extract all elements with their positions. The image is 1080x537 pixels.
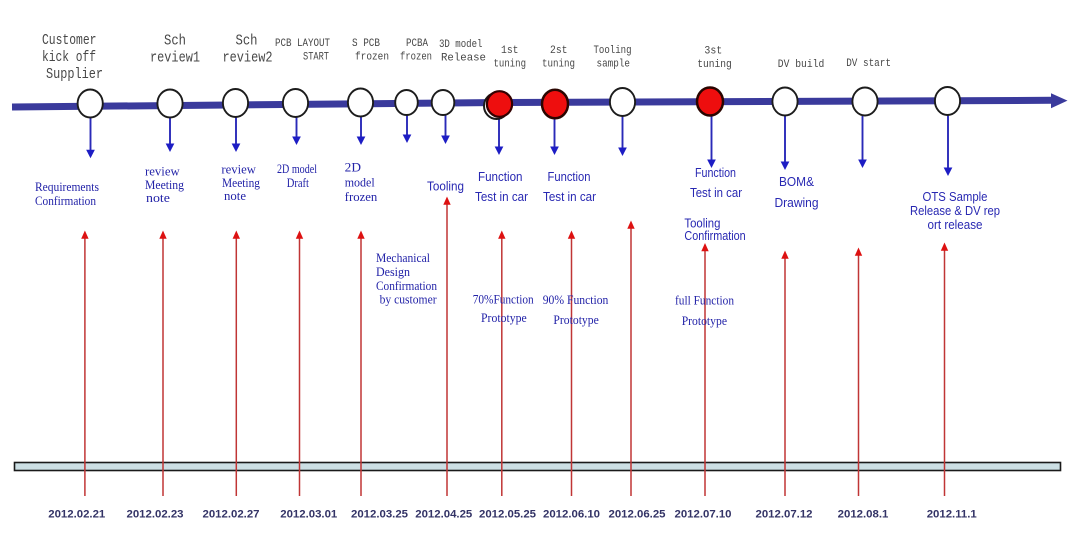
svg-text:2012.02.21: 2012.02.21 <box>48 509 106 521</box>
svg-text:Test in car: Test in car <box>475 190 528 204</box>
svg-text:Supplier: Supplier <box>46 66 103 83</box>
svg-text:review: review <box>145 164 180 178</box>
svg-text:Meeting: Meeting <box>222 176 261 190</box>
svg-text:Test in car: Test in car <box>690 186 742 200</box>
svg-text:OTS Sample: OTS Sample <box>923 190 988 204</box>
svg-text:70%Function: 70%Function <box>473 293 535 307</box>
svg-text:2D model: 2D model <box>277 162 317 176</box>
svg-text:Customer: Customer <box>42 32 97 49</box>
svg-text:2st: 2st <box>550 45 568 57</box>
svg-text:2012.08.1: 2012.08.1 <box>838 509 889 521</box>
svg-text:review2: review2 <box>223 50 273 67</box>
svg-text:START: START <box>303 52 329 64</box>
svg-text:Mechanical: Mechanical <box>376 251 430 265</box>
svg-text:Meeting: Meeting <box>145 178 185 192</box>
svg-text:note: note <box>146 191 170 205</box>
svg-text:DV start: DV start <box>846 58 891 70</box>
svg-text:3D model: 3D model <box>439 39 483 51</box>
svg-text:Sch: Sch <box>236 33 258 50</box>
svg-text:2D: 2D <box>345 160 361 174</box>
svg-text:Design: Design <box>376 265 411 279</box>
svg-text:by customer: by customer <box>380 293 438 307</box>
svg-text:Prototype: Prototype <box>682 314 728 328</box>
svg-text:frozen: frozen <box>400 52 432 64</box>
svg-text:Tooling: Tooling <box>594 45 632 57</box>
svg-text:Sch: Sch <box>164 33 186 50</box>
svg-text:PCBA: PCBA <box>406 38 428 50</box>
svg-text:Release: Release <box>441 53 486 65</box>
svg-text:tuning: tuning <box>697 59 732 71</box>
svg-text:1st: 1st <box>501 45 519 57</box>
svg-text:Draft: Draft <box>287 176 310 190</box>
svg-text:2012.06.10: 2012.06.10 <box>543 509 600 521</box>
svg-text:2012.07.10: 2012.07.10 <box>674 509 731 521</box>
svg-text:2012.03.25: 2012.03.25 <box>351 509 409 521</box>
svg-text:full Function: full Function <box>675 294 735 308</box>
svg-text:Tooling: Tooling <box>427 180 464 194</box>
svg-text:tuning: tuning <box>542 59 575 71</box>
svg-text:Requirements: Requirements <box>35 180 99 194</box>
svg-text:2012.02.23: 2012.02.23 <box>126 509 183 521</box>
svg-text:frozen: frozen <box>345 190 378 204</box>
svg-text:2012.11.1: 2012.11.1 <box>927 509 978 521</box>
svg-text:3st: 3st <box>704 46 722 58</box>
svg-text:ort release: ort release <box>928 218 983 232</box>
svg-text:Confirmation: Confirmation <box>35 194 97 208</box>
svg-text:Function: Function <box>548 170 591 184</box>
svg-text:Function: Function <box>695 166 736 180</box>
svg-text:model: model <box>345 175 376 189</box>
svg-text:S PCB: S PCB <box>352 38 380 50</box>
svg-text:review: review <box>221 162 256 176</box>
svg-text:2012.02.27: 2012.02.27 <box>202 509 259 521</box>
svg-text:2012.04.25: 2012.04.25 <box>415 509 473 521</box>
svg-text:kick off: kick off <box>42 49 96 66</box>
svg-text:Tooling: Tooling <box>684 217 720 231</box>
svg-text:Prototype: Prototype <box>481 311 527 325</box>
svg-text:Confirmation: Confirmation <box>684 229 745 243</box>
svg-text:PCB LAYOUT: PCB LAYOUT <box>275 38 330 50</box>
svg-text:Function: Function <box>478 170 523 184</box>
svg-text:2012.03.01: 2012.03.01 <box>280 509 338 521</box>
svg-text:DV build: DV build <box>778 59 825 71</box>
svg-text:2012.06.25: 2012.06.25 <box>608 509 666 521</box>
svg-text:Confirmation: Confirmation <box>376 279 438 293</box>
svg-text:90% Function: 90% Function <box>543 293 609 307</box>
svg-text:Test in car: Test in car <box>543 190 596 204</box>
svg-text:BOM&: BOM& <box>779 175 815 189</box>
svg-text:Prototype: Prototype <box>553 313 599 327</box>
svg-text:2012.07.12: 2012.07.12 <box>755 509 812 521</box>
svg-text:note: note <box>224 189 246 203</box>
svg-text:Release & DV rep: Release & DV rep <box>910 204 1000 218</box>
svg-text:Drawing: Drawing <box>775 196 819 210</box>
svg-text:review1: review1 <box>150 50 200 67</box>
svg-text:sample: sample <box>597 59 631 71</box>
svg-text:tuning: tuning <box>494 59 527 71</box>
svg-text:frozen: frozen <box>355 52 389 64</box>
svg-text:2012.05.25: 2012.05.25 <box>479 509 537 521</box>
